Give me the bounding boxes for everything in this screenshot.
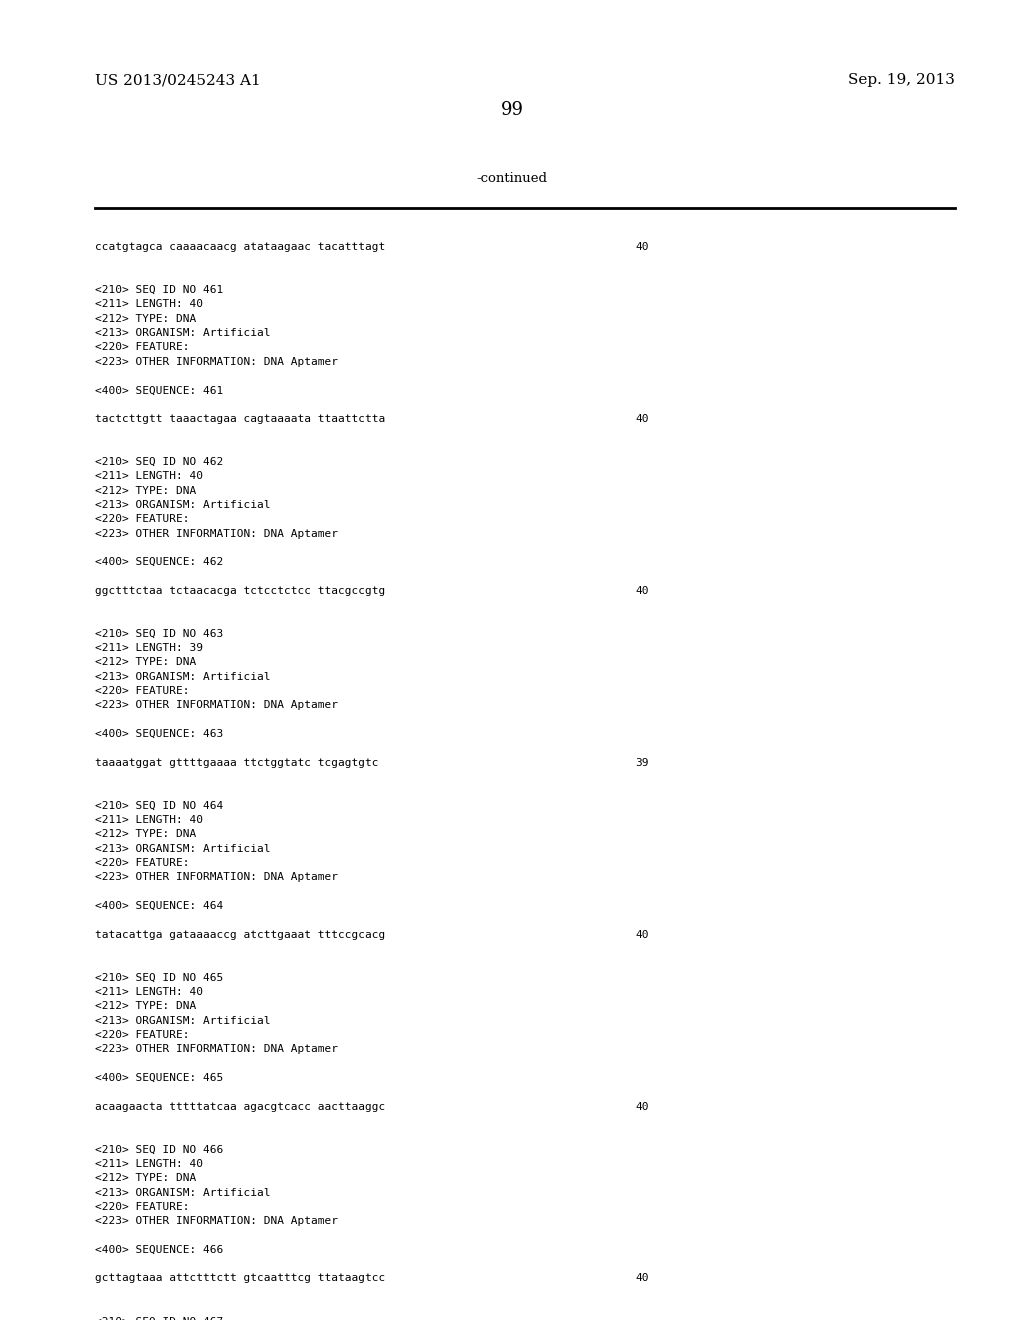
- Text: <213> ORGANISM: Artificial: <213> ORGANISM: Artificial: [95, 1015, 270, 1026]
- Text: <212> TYPE: DNA: <212> TYPE: DNA: [95, 829, 197, 840]
- Text: <400> SEQUENCE: 461: <400> SEQUENCE: 461: [95, 385, 223, 395]
- Text: <212> TYPE: DNA: <212> TYPE: DNA: [95, 1002, 197, 1011]
- Text: <223> OTHER INFORMATION: DNA Aptamer: <223> OTHER INFORMATION: DNA Aptamer: [95, 873, 338, 882]
- Text: tatacattga gataaaaccg atcttgaaat tttccgcacg: tatacattga gataaaaccg atcttgaaat tttccgc…: [95, 929, 385, 940]
- Text: <210> SEQ ID NO 462: <210> SEQ ID NO 462: [95, 457, 223, 467]
- Text: <400> SEQUENCE: 462: <400> SEQUENCE: 462: [95, 557, 223, 568]
- Text: <212> TYPE: DNA: <212> TYPE: DNA: [95, 1173, 197, 1183]
- Text: <223> OTHER INFORMATION: DNA Aptamer: <223> OTHER INFORMATION: DNA Aptamer: [95, 701, 338, 710]
- Text: <400> SEQUENCE: 464: <400> SEQUENCE: 464: [95, 902, 223, 911]
- Text: <220> FEATURE:: <220> FEATURE:: [95, 515, 189, 524]
- Text: tactcttgtt taaactagaa cagtaaaata ttaattctta: tactcttgtt taaactagaa cagtaaaata ttaattc…: [95, 414, 385, 424]
- Text: 40: 40: [635, 414, 648, 424]
- Text: Sep. 19, 2013: Sep. 19, 2013: [848, 73, 955, 87]
- Text: gcttagtaaa attctttctt gtcaatttcg ttataagtcc: gcttagtaaa attctttctt gtcaatttcg ttataag…: [95, 1274, 385, 1283]
- Text: <220> FEATURE:: <220> FEATURE:: [95, 686, 189, 696]
- Text: -continued: -continued: [476, 172, 548, 185]
- Text: <223> OTHER INFORMATION: DNA Aptamer: <223> OTHER INFORMATION: DNA Aptamer: [95, 356, 338, 367]
- Text: <212> TYPE: DNA: <212> TYPE: DNA: [95, 657, 197, 668]
- Text: ggctttctaa tctaacacga tctcctctcc ttacgccgtg: ggctttctaa tctaacacga tctcctctcc ttacgcc…: [95, 586, 385, 595]
- Text: <400> SEQUENCE: 463: <400> SEQUENCE: 463: [95, 729, 223, 739]
- Text: <212> TYPE: DNA: <212> TYPE: DNA: [95, 486, 197, 495]
- Text: US 2013/0245243 A1: US 2013/0245243 A1: [95, 73, 261, 87]
- Text: <400> SEQUENCE: 466: <400> SEQUENCE: 466: [95, 1245, 223, 1255]
- Text: <210> SEQ ID NO 464: <210> SEQ ID NO 464: [95, 801, 223, 810]
- Text: <400> SEQUENCE: 465: <400> SEQUENCE: 465: [95, 1073, 223, 1082]
- Text: <210> SEQ ID NO 463: <210> SEQ ID NO 463: [95, 628, 223, 639]
- Text: <213> ORGANISM: Artificial: <213> ORGANISM: Artificial: [95, 327, 270, 338]
- Text: 40: 40: [635, 1274, 648, 1283]
- Text: <210> SEQ ID NO 467: <210> SEQ ID NO 467: [95, 1316, 223, 1320]
- Text: <220> FEATURE:: <220> FEATURE:: [95, 1030, 189, 1040]
- Text: <223> OTHER INFORMATION: DNA Aptamer: <223> OTHER INFORMATION: DNA Aptamer: [95, 528, 338, 539]
- Text: <213> ORGANISM: Artificial: <213> ORGANISM: Artificial: [95, 500, 270, 510]
- Text: <211> LENGTH: 40: <211> LENGTH: 40: [95, 1159, 203, 1168]
- Text: 40: 40: [635, 586, 648, 595]
- Text: <210> SEQ ID NO 465: <210> SEQ ID NO 465: [95, 973, 223, 982]
- Text: <211> LENGTH: 40: <211> LENGTH: 40: [95, 814, 203, 825]
- Text: <211> LENGTH: 40: <211> LENGTH: 40: [95, 471, 203, 482]
- Text: taaaatggat gttttgaaaa ttctggtatc tcgagtgtc: taaaatggat gttttgaaaa ttctggtatc tcgagtg…: [95, 758, 379, 768]
- Text: ccatgtagca caaaacaacg atataagaac tacatttagt: ccatgtagca caaaacaacg atataagaac tacattt…: [95, 242, 385, 252]
- Text: acaagaacta tttttatcaa agacgtcacc aacttaaggc: acaagaacta tttttatcaa agacgtcacc aacttaa…: [95, 1102, 385, 1111]
- Text: <220> FEATURE:: <220> FEATURE:: [95, 342, 189, 352]
- Text: 99: 99: [501, 102, 523, 119]
- Text: <213> ORGANISM: Artificial: <213> ORGANISM: Artificial: [95, 843, 270, 854]
- Text: <213> ORGANISM: Artificial: <213> ORGANISM: Artificial: [95, 672, 270, 681]
- Text: <223> OTHER INFORMATION: DNA Aptamer: <223> OTHER INFORMATION: DNA Aptamer: [95, 1216, 338, 1226]
- Text: <210> SEQ ID NO 461: <210> SEQ ID NO 461: [95, 285, 223, 294]
- Text: <213> ORGANISM: Artificial: <213> ORGANISM: Artificial: [95, 1188, 270, 1197]
- Text: 40: 40: [635, 242, 648, 252]
- Text: <220> FEATURE:: <220> FEATURE:: [95, 858, 189, 869]
- Text: <210> SEQ ID NO 466: <210> SEQ ID NO 466: [95, 1144, 223, 1155]
- Text: <212> TYPE: DNA: <212> TYPE: DNA: [95, 314, 197, 323]
- Text: <211> LENGTH: 39: <211> LENGTH: 39: [95, 643, 203, 653]
- Text: 40: 40: [635, 1102, 648, 1111]
- Text: <223> OTHER INFORMATION: DNA Aptamer: <223> OTHER INFORMATION: DNA Aptamer: [95, 1044, 338, 1055]
- Text: <211> LENGTH: 40: <211> LENGTH: 40: [95, 300, 203, 309]
- Text: 40: 40: [635, 929, 648, 940]
- Text: <220> FEATURE:: <220> FEATURE:: [95, 1201, 189, 1212]
- Text: 39: 39: [635, 758, 648, 768]
- Text: <211> LENGTH: 40: <211> LENGTH: 40: [95, 987, 203, 997]
